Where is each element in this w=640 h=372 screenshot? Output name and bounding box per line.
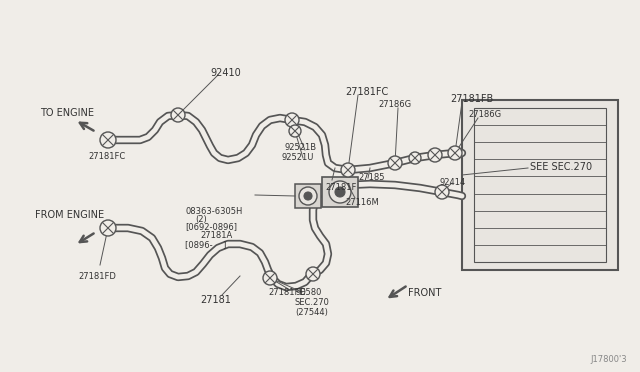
Circle shape xyxy=(306,267,320,281)
Text: 27116M: 27116M xyxy=(345,198,379,207)
Circle shape xyxy=(388,156,402,170)
Text: FROM ENGINE: FROM ENGINE xyxy=(35,210,104,220)
Text: 27181FB: 27181FB xyxy=(450,94,493,104)
Text: J17800'3: J17800'3 xyxy=(590,355,627,364)
Text: SEC.270
(27544): SEC.270 (27544) xyxy=(295,298,330,317)
Text: (2): (2) xyxy=(195,215,207,224)
Text: 27181FD: 27181FD xyxy=(268,288,306,297)
Circle shape xyxy=(304,192,312,200)
Circle shape xyxy=(329,181,351,203)
Bar xyxy=(322,177,358,207)
Circle shape xyxy=(289,125,301,137)
Text: 27186G: 27186G xyxy=(378,100,411,109)
Circle shape xyxy=(335,187,345,197)
Text: 92521U: 92521U xyxy=(282,153,314,162)
Text: 27185: 27185 xyxy=(358,173,385,182)
Circle shape xyxy=(409,152,421,164)
Text: 92410: 92410 xyxy=(210,68,241,78)
Text: FRONT: FRONT xyxy=(408,288,442,298)
Circle shape xyxy=(263,271,277,285)
Text: 92414: 92414 xyxy=(440,178,467,187)
Text: 27186G: 27186G xyxy=(468,110,501,119)
Text: 27181FC: 27181FC xyxy=(345,87,388,97)
Text: 08363-6305H: 08363-6305H xyxy=(185,207,243,216)
Circle shape xyxy=(285,113,299,127)
Text: 27181: 27181 xyxy=(200,295,231,305)
Text: [0896-    ]: [0896- ] xyxy=(185,240,227,249)
Circle shape xyxy=(100,220,116,236)
Text: 27181FD: 27181FD xyxy=(78,272,116,281)
Text: [0692-0896]: [0692-0896] xyxy=(185,222,237,231)
Text: 27181F: 27181F xyxy=(325,183,356,192)
Circle shape xyxy=(428,148,442,162)
Circle shape xyxy=(299,187,317,205)
Text: 27181FC: 27181FC xyxy=(88,152,125,161)
Text: 9E580: 9E580 xyxy=(296,288,323,297)
Circle shape xyxy=(171,108,185,122)
Circle shape xyxy=(435,185,449,199)
Circle shape xyxy=(448,146,462,160)
Text: 27181A: 27181A xyxy=(200,231,232,240)
Bar xyxy=(474,108,606,262)
Circle shape xyxy=(341,163,355,177)
Text: SEE SEC.270: SEE SEC.270 xyxy=(530,162,592,172)
Text: 92521B: 92521B xyxy=(285,143,317,152)
Circle shape xyxy=(100,132,116,148)
Bar xyxy=(295,184,321,208)
Text: TO ENGINE: TO ENGINE xyxy=(40,108,94,118)
Bar xyxy=(462,100,618,270)
